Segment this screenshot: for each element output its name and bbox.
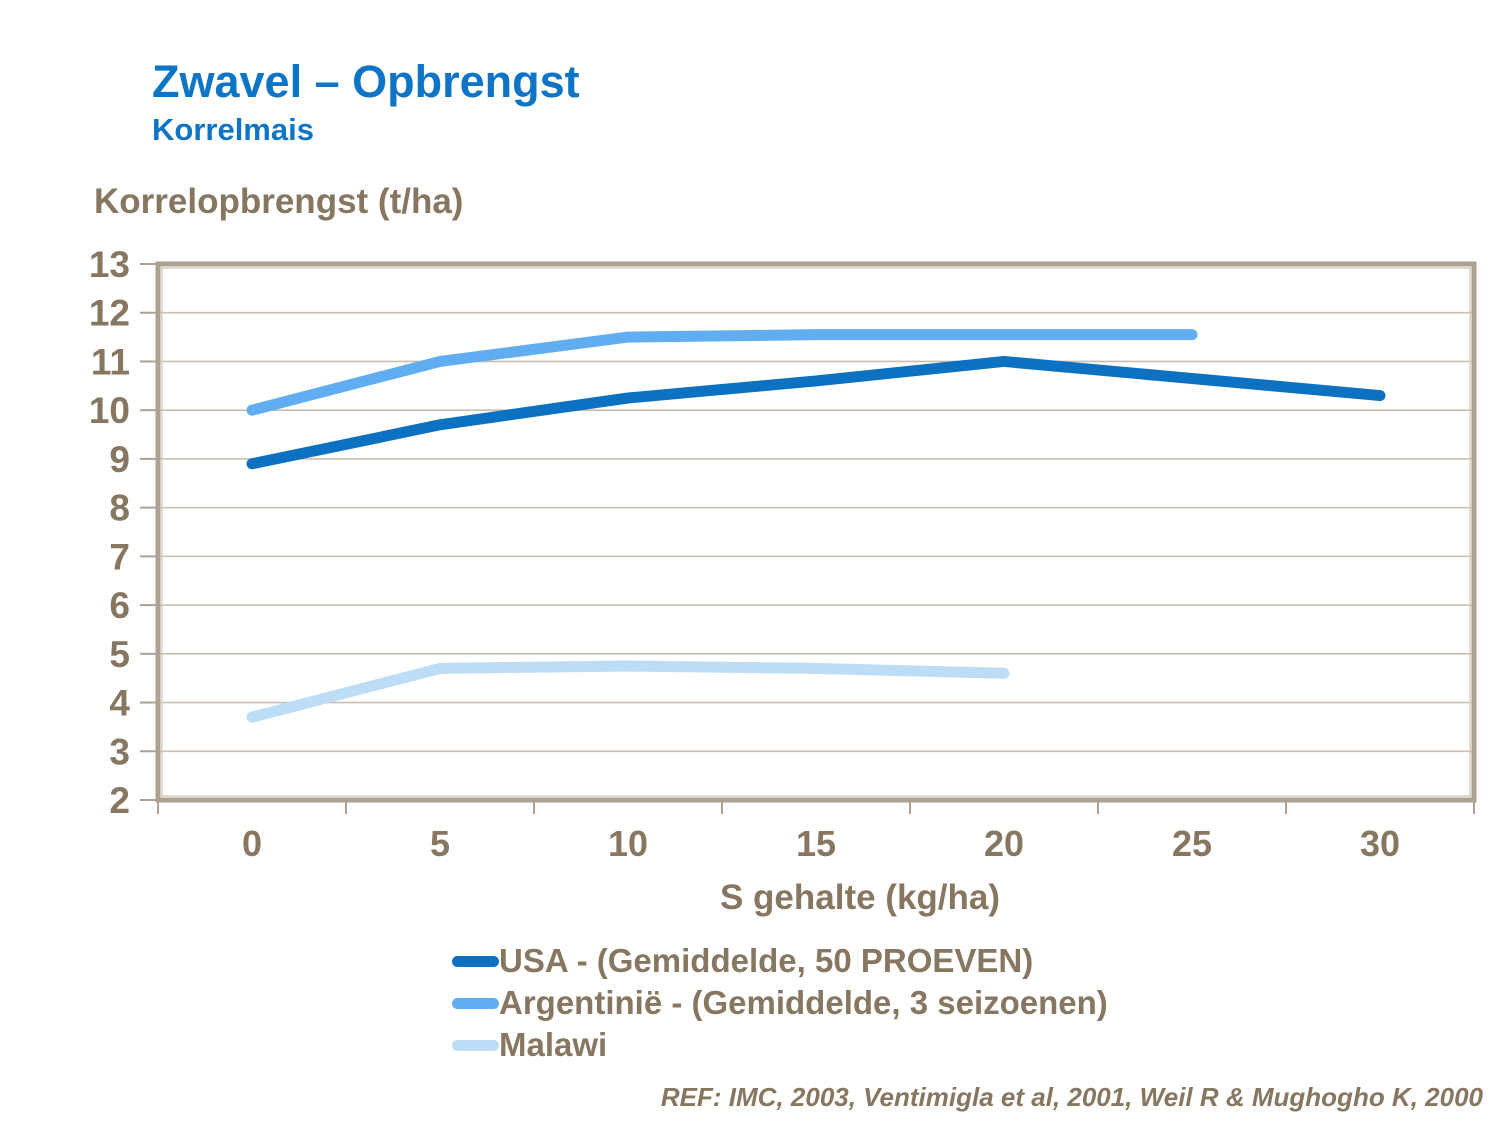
x-axis-tick-label: 25 bbox=[1172, 823, 1212, 864]
legend-marker-icon bbox=[452, 997, 499, 1009]
x-axis-tick-label: 0 bbox=[242, 823, 262, 864]
legend-marker-icon bbox=[452, 955, 499, 967]
series-line-2 bbox=[246, 329, 1198, 416]
legend-label: USA - (Gemiddelde, 50 PROEVEN) bbox=[499, 942, 1034, 979]
y-axis-tick-label: 5 bbox=[109, 634, 130, 675]
x-axis-title: S gehalte (kg/ha) bbox=[719, 878, 1001, 917]
plot-frame bbox=[155, 261, 1477, 803]
x-axis-tick-label: 20 bbox=[984, 823, 1024, 864]
y-axis-tick-label: 7 bbox=[109, 536, 130, 577]
slide-title: Zwavel – Opbrengst bbox=[152, 56, 580, 107]
x-axis-tick-label: 30 bbox=[1360, 823, 1400, 864]
y-axis-tick-label: 11 bbox=[91, 341, 130, 382]
legend-label: Malawi bbox=[499, 1026, 608, 1063]
plot-frame-inner bbox=[161, 267, 1471, 797]
y-axis-tick-label: 6 bbox=[109, 585, 130, 626]
legend-marker-icon bbox=[452, 1039, 499, 1051]
legend-label: Argentinië - (Gemiddelde, 3 seizoenen) bbox=[499, 984, 1108, 1021]
y-axis-title: Korrelopbrengst (t/ha) bbox=[94, 182, 464, 221]
x-axis-tick-label: 5 bbox=[430, 823, 450, 864]
legend-item-2: Argentinië - (Gemiddelde, 3 seizoenen) bbox=[452, 982, 1108, 1024]
legend-item-1: USA - (Gemiddelde, 50 PROEVEN) bbox=[452, 940, 1108, 982]
y-axis-tick-label: 9 bbox=[109, 439, 130, 480]
y-axis-tick-label: 12 bbox=[89, 293, 130, 334]
y-axis-tick-label: 13 bbox=[89, 244, 130, 285]
y-axis-tick-label: 8 bbox=[109, 488, 130, 529]
chart-legend: USA - (Gemiddelde, 50 PROEVEN) Argentinië… bbox=[452, 940, 1108, 1066]
slide-subtitle: Korrelmais bbox=[152, 112, 314, 147]
series-line-3 bbox=[246, 660, 1010, 723]
legend-item-3: Malawi bbox=[452, 1024, 1108, 1066]
y-axis-tick-label: 10 bbox=[89, 390, 130, 431]
series-line-1 bbox=[246, 355, 1386, 470]
y-axis-tick-label: 4 bbox=[109, 683, 130, 724]
reference-text: REF: IMC, 2003, Ventimigla et al, 2001, … bbox=[660, 1082, 1483, 1112]
y-axis-tick-label: 3 bbox=[109, 731, 130, 772]
y-axis-tick-label: 2 bbox=[109, 780, 130, 821]
x-axis-tick-label: 15 bbox=[796, 823, 836, 864]
x-axis-tick-label: 10 bbox=[608, 823, 648, 864]
